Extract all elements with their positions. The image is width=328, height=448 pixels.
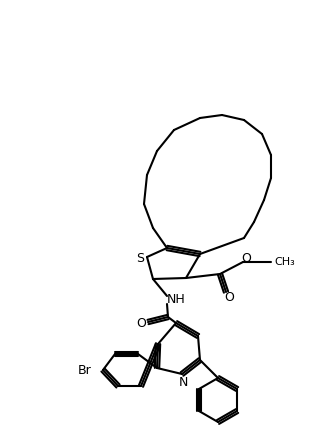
- Text: O: O: [241, 251, 251, 264]
- Text: NH: NH: [167, 293, 185, 306]
- Text: Br: Br: [78, 363, 92, 376]
- Text: CH₃: CH₃: [275, 257, 296, 267]
- Text: O: O: [136, 316, 146, 329]
- Text: N: N: [178, 375, 188, 388]
- Text: O: O: [224, 290, 234, 303]
- Text: S: S: [136, 251, 144, 264]
